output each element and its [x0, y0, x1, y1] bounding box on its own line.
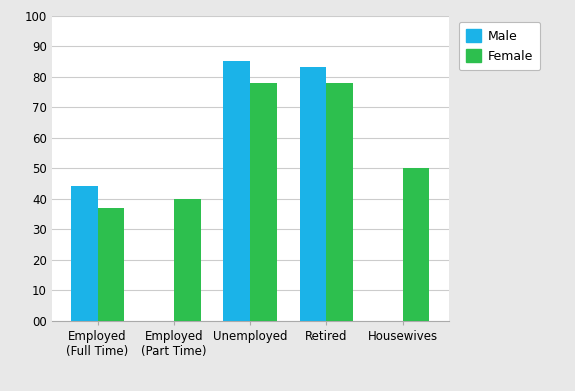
Bar: [174, 199, 201, 321]
Bar: [71, 187, 98, 321]
Bar: [250, 83, 277, 321]
Legend: Male, Female: Male, Female: [459, 22, 540, 70]
Bar: [402, 168, 430, 321]
Bar: [300, 68, 327, 321]
Bar: [224, 61, 250, 321]
Bar: [327, 83, 353, 321]
Bar: [98, 208, 124, 321]
